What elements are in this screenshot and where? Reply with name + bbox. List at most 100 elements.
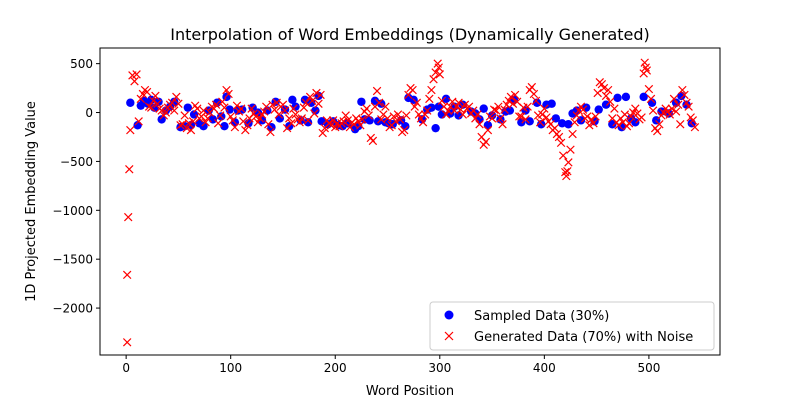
generated-point	[303, 116, 313, 125]
generated-point	[475, 120, 484, 129]
generated-point	[435, 70, 445, 79]
generated-point	[259, 107, 269, 116]
generated-point	[443, 106, 453, 115]
generated-point	[554, 132, 564, 142]
generated-point	[500, 105, 509, 114]
generated-point	[395, 115, 405, 124]
legend: Sampled Data (30%) Generated Data (70%) …	[429, 301, 715, 351]
generated-point	[566, 145, 575, 154]
generated-point	[601, 91, 611, 101]
generated-point	[678, 85, 687, 95]
generated-point	[646, 94, 656, 104]
generated-point	[425, 94, 434, 104]
generated-point	[648, 106, 658, 115]
generated-point	[201, 118, 210, 127]
generated-point	[460, 100, 470, 109]
generated-point	[487, 114, 497, 123]
generated-point	[517, 112, 526, 121]
sampled-point	[183, 103, 193, 112]
generated-point	[372, 86, 382, 96]
sampled-point	[157, 115, 166, 124]
generated-point	[161, 108, 171, 117]
sampled-point	[377, 99, 386, 108]
sampled-point	[496, 115, 505, 124]
generated-point	[414, 110, 424, 119]
generated-point	[603, 85, 613, 95]
generated-point	[262, 102, 271, 111]
y-tick-label: −2000	[52, 302, 93, 316]
y-tick-label: −500	[60, 155, 93, 169]
generated-point	[483, 125, 493, 135]
generated-point	[345, 122, 355, 132]
generated-point	[136, 94, 145, 104]
generated-point	[423, 106, 432, 115]
generated-point	[247, 104, 256, 113]
sampled-point	[547, 99, 556, 108]
generated-point	[644, 84, 654, 94]
generated-point	[241, 125, 250, 135]
generated-point	[540, 104, 549, 113]
generated-point	[151, 91, 160, 101]
generated-point	[389, 112, 399, 121]
generated-point	[458, 110, 468, 119]
generated-point	[364, 111, 373, 120]
sampled-point	[441, 94, 451, 104]
generated-point	[673, 100, 683, 109]
generated-point	[593, 88, 602, 98]
generated-point	[676, 120, 685, 129]
generated-point	[599, 83, 609, 93]
generated-point	[153, 99, 162, 108]
generated-point	[142, 87, 152, 97]
plot-area-frame	[99, 47, 721, 356]
generated-point	[412, 98, 422, 107]
generated-point	[671, 107, 681, 116]
generated-point	[213, 119, 223, 128]
generated-point	[431, 68, 440, 77]
generated-point	[589, 119, 598, 128]
generated-point	[310, 109, 319, 118]
generated-point	[134, 117, 143, 126]
sampled-point	[639, 92, 648, 102]
generated-point	[684, 102, 693, 111]
generated-point	[222, 85, 231, 95]
sampled-point	[479, 104, 488, 113]
generated-point	[496, 114, 505, 123]
sampled-point	[288, 95, 297, 105]
generated-point	[149, 96, 158, 106]
generated-point	[126, 125, 135, 135]
generated-point	[542, 113, 551, 122]
generated-point	[243, 121, 252, 130]
generated-point	[570, 118, 579, 127]
generated-point	[289, 104, 298, 113]
generated-point	[527, 82, 537, 92]
generated-point	[341, 111, 350, 120]
generated-point	[130, 77, 139, 86]
generated-point	[172, 92, 181, 102]
sampled-point	[532, 98, 542, 107]
sampled-point	[631, 118, 640, 127]
generated-point	[481, 137, 491, 147]
generated-point	[402, 111, 411, 120]
generated-point	[429, 75, 438, 84]
generated-point	[122, 270, 132, 280]
legend-label-generated: Generated Data (70%) with Noise	[474, 330, 693, 345]
sampled-point	[170, 97, 179, 106]
x-tick-label: 200	[324, 361, 347, 375]
generated-point	[297, 114, 307, 123]
generated-point	[531, 96, 541, 106]
generated-point	[653, 126, 662, 136]
generated-point	[184, 119, 194, 128]
generated-point	[454, 98, 463, 107]
sampled-point	[613, 93, 622, 103]
generated-point	[535, 118, 545, 127]
x-tick-label: 300	[428, 361, 451, 375]
generated-point	[122, 338, 132, 347]
generated-point	[326, 121, 336, 130]
generated-point	[452, 102, 461, 111]
y-axis: 500 0 −500 −1000 −1500 −2000	[52, 57, 100, 316]
y-tick-label: 0	[85, 106, 93, 120]
generated-point	[280, 106, 290, 115]
sampled-point	[373, 117, 383, 126]
generated-point	[568, 129, 577, 139]
